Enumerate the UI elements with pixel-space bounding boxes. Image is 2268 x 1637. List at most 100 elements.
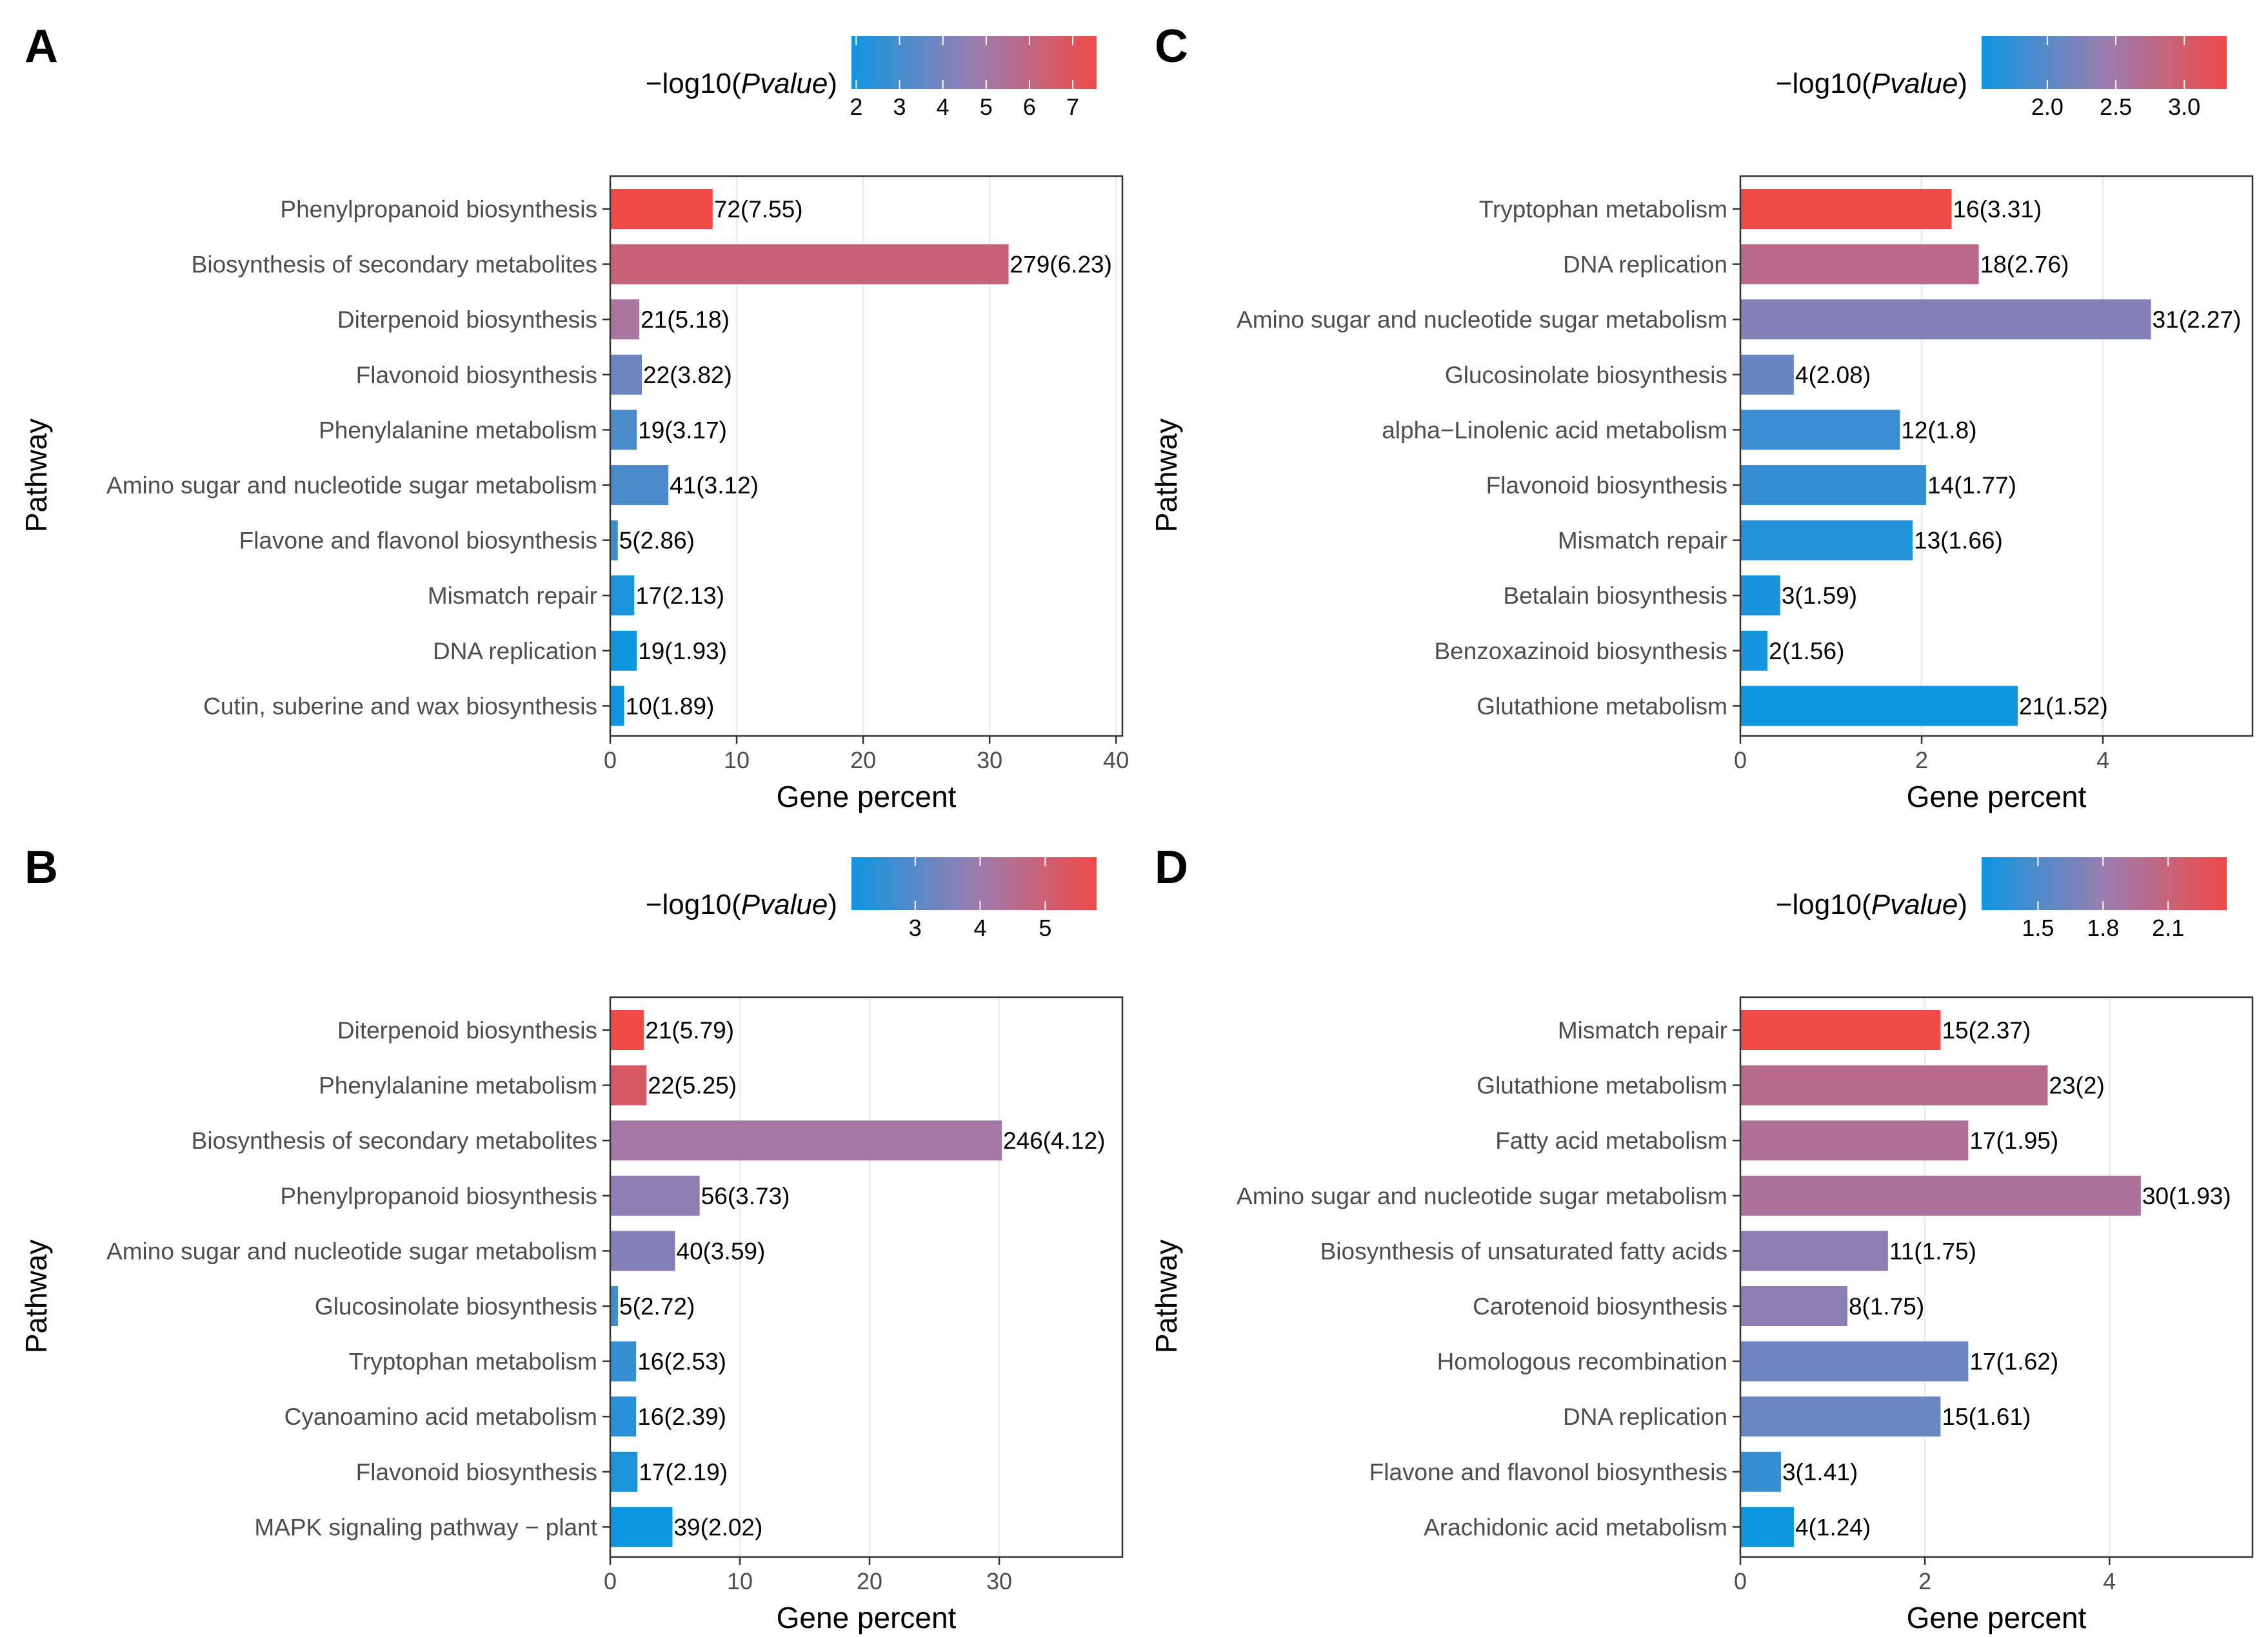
bar-label: 17(1.95): [1969, 1127, 2058, 1154]
bar-label: 23(2): [2049, 1073, 2104, 1099]
colorbar: [851, 857, 1097, 910]
category-label: Biosynthesis of unsaturated fatty acids: [1320, 1238, 1727, 1264]
bar: [1740, 410, 1900, 450]
category-label: Homologous recombination: [1437, 1349, 1727, 1375]
bar: [610, 1451, 638, 1492]
category-label: Phenylalanine metabolism: [319, 417, 597, 443]
category-label: Amino sugar and nucleotide sugar metabol…: [1237, 1183, 1727, 1209]
category-label: Flavone and flavonol biosynthesis: [1369, 1459, 1727, 1485]
category-label: Mismatch repair: [1558, 528, 1727, 554]
x-tick-label: 0: [1734, 1568, 1747, 1594]
x-tick-label: 0: [604, 747, 617, 773]
category-label: DNA replication: [1563, 1404, 1727, 1430]
bar-label: 18(2.76): [1980, 252, 2069, 278]
bar-label: 56(3.73): [701, 1183, 790, 1209]
x-axis-title: Gene percent: [1907, 780, 2087, 813]
y-axis-title: Pathway: [19, 419, 53, 532]
colorbar-title: −log10(Pvalue): [1776, 68, 1967, 99]
colorbar-tick-label: 3: [909, 915, 922, 941]
panel-letter: A: [25, 21, 58, 72]
bar: [1740, 1286, 1847, 1326]
bar-label: 4(2.08): [1795, 362, 1871, 388]
bar: [610, 575, 635, 616]
bar: [1740, 189, 1952, 229]
plot-frame: [1739, 996, 2254, 1558]
category-label: Betalain biosynthesis: [1503, 582, 1727, 609]
category-label: Amino sugar and nucleotide sugar metabol…: [106, 472, 597, 499]
y-axis-title: Pathway: [1149, 1240, 1183, 1353]
category-label: Biosynthesis of secondary metabolites: [192, 1127, 597, 1154]
colorbar-title-prefix: −log10(: [646, 889, 741, 920]
bar: [1740, 630, 1768, 671]
colorbar: [1982, 36, 2227, 89]
bar: [1740, 244, 1979, 284]
colorbar-tick-label: 2.5: [2100, 94, 2132, 120]
bar-label: 31(2.27): [2153, 306, 2242, 333]
bar-label: 8(1.75): [1849, 1293, 1924, 1320]
category-label: Glutathione metabolism: [1477, 693, 1727, 719]
bar: [1740, 354, 1794, 395]
bar: [1740, 1010, 1941, 1050]
bar-label: 16(2.53): [637, 1349, 726, 1375]
bar-label: 2(1.56): [1769, 638, 1844, 664]
bar-label: 11(1.75): [1889, 1238, 1976, 1264]
panel-letter: D: [1155, 842, 1188, 893]
bar: [610, 1507, 673, 1547]
bar-label: 21(5.79): [645, 1017, 734, 1044]
x-tick-label: 20: [850, 747, 876, 773]
colorbar-title-suffix: ): [1958, 68, 1967, 99]
panel-B: B 3 4 5 −log10(Pvalue) 21(5.79) Diterpenoid bi…: [19, 842, 1124, 1634]
bar-label: 14(1.77): [1927, 472, 2016, 499]
x-axis-title: Gene percent: [777, 1601, 957, 1634]
bar: [610, 354, 642, 395]
panel-D: D 1.5 1.8 2.1 −log10(Pvalue) 15(2.37) Mismatch…: [1149, 842, 2254, 1634]
category-label: Glucosinolate biosynthesis: [1445, 362, 1727, 388]
bar-label: 21(5.18): [641, 306, 730, 333]
x-tick-label: 20: [857, 1568, 882, 1594]
category-label: DNA replication: [1563, 252, 1727, 278]
bar-label: 39(2.02): [673, 1514, 762, 1540]
bar-label: 10(1.89): [626, 693, 715, 719]
bar-label: 3(1.41): [1782, 1459, 1858, 1485]
colorbar-tick-label: 5: [1039, 915, 1051, 941]
category-label: Mismatch repair: [1558, 1017, 1727, 1044]
bar: [610, 410, 637, 450]
x-tick-label: 30: [986, 1568, 1012, 1594]
bar: [1740, 1396, 1941, 1437]
bar: [610, 1286, 619, 1326]
colorbar-tick-label: 3.0: [2168, 94, 2200, 120]
bar-label: 19(1.93): [638, 638, 727, 664]
colorbar-title-italic: Pvalue: [741, 889, 828, 920]
x-axis-title: Gene percent: [1907, 1601, 2087, 1634]
colorbar-tick-label: 7: [1066, 94, 1079, 120]
colorbar-tick-label: 2.1: [2152, 915, 2184, 941]
panel-C: C 2.0 2.5 3.0 −log10(Pvalue) 16(3.31) Tryptoph…: [1149, 21, 2254, 813]
bar: [1740, 1451, 1781, 1492]
colorbar-tick-label: 3: [893, 94, 906, 120]
colorbar: [1982, 857, 2227, 910]
bar-label: 17(1.62): [1969, 1349, 2058, 1375]
colorbar-tick-label: 4: [974, 915, 987, 941]
bar: [1740, 1507, 1794, 1547]
colorbar-title-prefix: −log10(: [1776, 68, 1871, 99]
x-tick-label: 10: [727, 1568, 753, 1594]
x-tick-label: 4: [2096, 747, 2109, 773]
bar-label: 12(1.8): [1901, 417, 1976, 443]
category-label: alpha−Linolenic acid metabolism: [1382, 417, 1727, 443]
bar: [610, 1396, 637, 1437]
colorbar-title-prefix: −log10(: [1776, 889, 1871, 920]
colorbar-tick-label: 6: [1023, 94, 1036, 120]
y-axis-title: Pathway: [19, 1240, 53, 1353]
colorbar-tick-label: 1.5: [2022, 915, 2054, 941]
bar: [610, 1010, 644, 1050]
bar: [610, 520, 618, 561]
category-label: Fatty acid metabolism: [1495, 1127, 1727, 1154]
colorbar-title-italic: Pvalue: [1871, 889, 1958, 920]
x-tick-label: 0: [1734, 747, 1747, 773]
colorbar-title: −log10(Pvalue): [1776, 889, 1967, 920]
bar: [610, 299, 640, 340]
colorbar-tick-label: 2: [850, 94, 862, 120]
bar: [1740, 1120, 1969, 1161]
plot-frame: [609, 996, 1124, 1558]
colorbar-tick-label: 2.0: [2031, 94, 2064, 120]
